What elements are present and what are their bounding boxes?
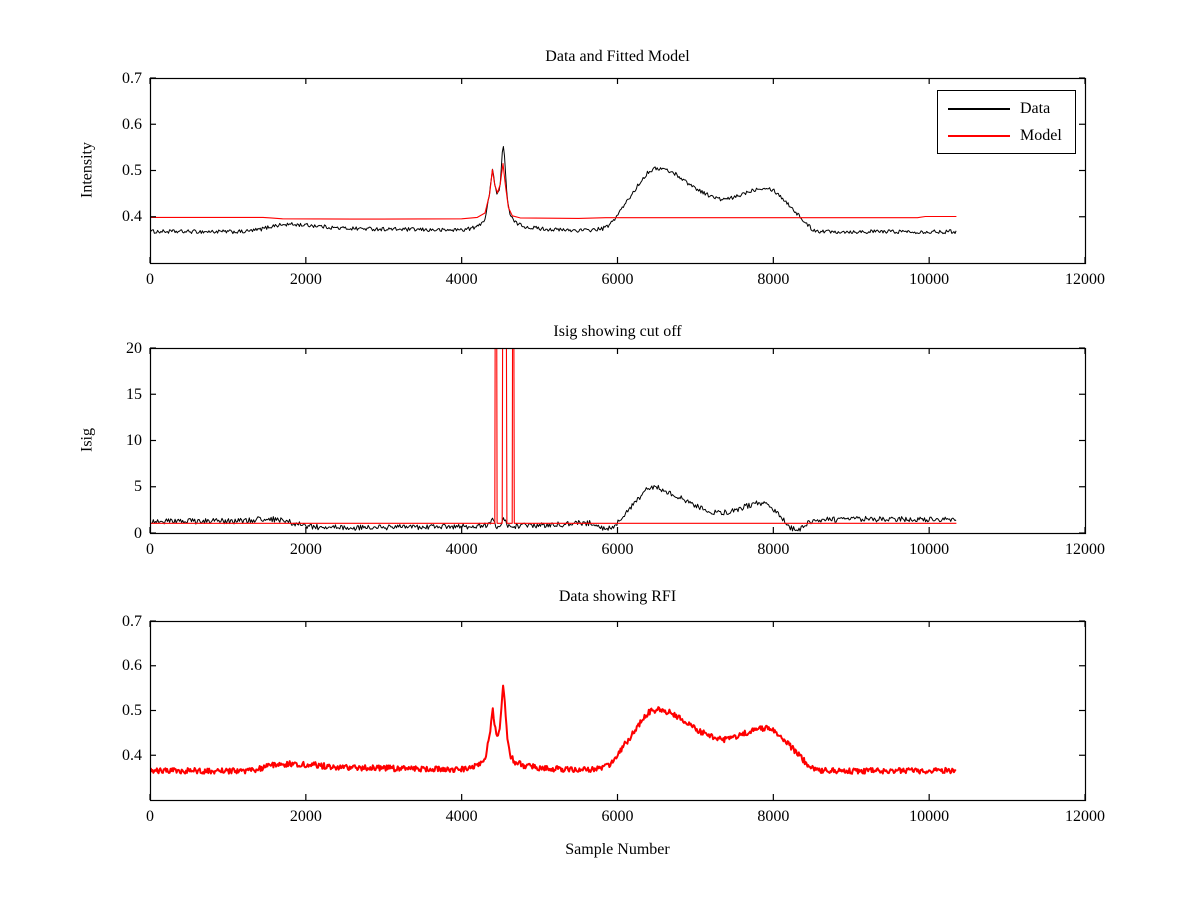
plot1-title: Data and Fitted Model (545, 48, 690, 65)
plot2-title: Isig showing cut off (553, 323, 682, 340)
plot1-xtick-10000: 10000 (909, 271, 950, 288)
plot1-xtick-12000: 12000 (1065, 271, 1105, 288)
plot2-ytick-0: 0 (134, 524, 142, 542)
plot3-series-data-with-rfi (150, 684, 957, 775)
plot3-ytick-0.6: 0.6 (122, 657, 142, 675)
plot1-ytick-0.5: 0.5 (122, 162, 142, 179)
plot1-xtick-6000: 6000 (601, 271, 634, 288)
plot3-xtick-0: 0 (146, 808, 154, 825)
plot1-xtick-2000: 2000 (289, 271, 322, 288)
plot2-series-isig-cutoff (150, 348, 957, 524)
plot3-ytick-0.4: 0.4 (122, 746, 142, 764)
plot1-series-group (150, 146, 957, 235)
plot2-xtick-2000: 2000 (289, 541, 322, 558)
legend-label-model: Model (1020, 126, 1062, 144)
plot1-xtick-4000: 4000 (445, 271, 478, 288)
plot3-ytick-0.5: 0.5 (122, 702, 142, 719)
plot2-ytick-5: 5 (134, 478, 142, 496)
plot1-series-model (150, 163, 957, 220)
plot2-ytick-20: 20 (126, 339, 142, 357)
plot3-ytick-0.7: 0.7 (122, 612, 142, 630)
plot2-series-isig-data (150, 484, 957, 532)
legend-entry-data: Data (938, 98, 1075, 120)
plot1-series-data (150, 146, 957, 235)
legend: Data Model (937, 90, 1076, 154)
plot1-xtick-8000: 8000 (757, 271, 790, 288)
plot3-xtick-10000: 10000 (909, 808, 950, 825)
legend-entry-model: Model (938, 125, 1075, 147)
plot1-ytick-0.4: 0.4 (122, 208, 142, 226)
plot3-xlabel: Sample Number (565, 841, 670, 858)
plot2-xtick-12000: 12000 (1065, 541, 1105, 558)
plot3-xtick-8000: 8000 (757, 808, 790, 825)
plot2-series-group (150, 348, 957, 532)
plot2-xtick-10000: 10000 (909, 541, 950, 558)
plot3-xtick-12000: 12000 (1065, 808, 1105, 825)
plot2-ytick-10: 10 (126, 432, 142, 449)
legend-line-sample-data (948, 107, 1010, 110)
plot2-xtick-4000: 4000 (445, 541, 478, 558)
plot3-xtick-2000: 2000 (289, 808, 322, 825)
plot2-axes-box (149, 347, 1087, 535)
plot1-xtick-0: 0 (146, 271, 154, 288)
plot1-ytick-0.6: 0.6 (122, 115, 142, 133)
plot3-series-group (150, 684, 957, 775)
legend-label-data: Data (1020, 99, 1051, 117)
plot2-xtick-6000: 6000 (601, 541, 634, 558)
plot3-xtick-4000: 4000 (445, 808, 478, 825)
plot3-xtick-6000: 6000 (601, 808, 634, 825)
legend-line-sample-model (948, 134, 1010, 137)
plot2-xtick-8000: 8000 (757, 541, 790, 558)
plot2-xtick-0: 0 (146, 541, 154, 558)
plot3-title: Data showing RFI (558, 588, 677, 605)
plot2-ytick-15: 15 (126, 385, 142, 403)
plot3-axes-box (149, 620, 1087, 802)
plot1-ytick-0.7: 0.7 (122, 69, 142, 87)
